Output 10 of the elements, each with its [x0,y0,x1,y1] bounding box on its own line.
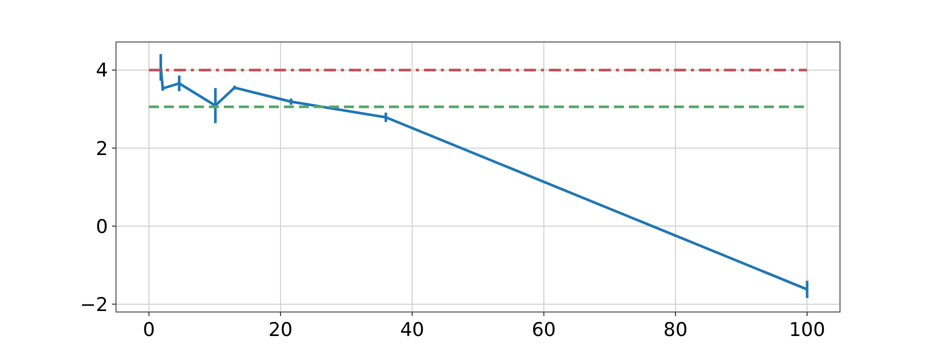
y-tick-label: 0 [96,216,108,238]
x-tick-label: 100 [788,319,826,341]
x-tick-label: 20 [268,319,293,341]
x-tick-label: 40 [400,319,424,341]
x-tick-label: 0 [142,319,155,341]
x-tick-label: 80 [663,319,688,341]
x-tick-label: 60 [532,319,556,341]
y-tick-label: 4 [96,60,108,82]
y-tick-label: 2 [96,138,108,160]
y-tick-label: −2 [80,294,108,316]
